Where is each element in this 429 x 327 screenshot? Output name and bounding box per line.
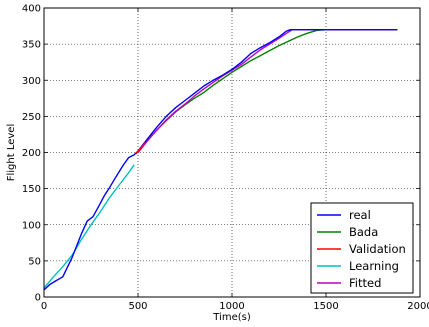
y-tick-label: 100: [22, 220, 41, 231]
y-tick-label: 400: [22, 4, 41, 15]
series-line-fitted: [137, 29, 398, 153]
legend-label-bada: Bada: [349, 225, 378, 239]
x-tick-label: 1000: [219, 301, 244, 312]
y-tick-label: 150: [22, 184, 41, 195]
legend-label-real: real: [349, 208, 371, 222]
legend-label-fitted: Fitted: [349, 276, 381, 290]
series-line-bada: [137, 29, 398, 153]
x-tick-label: 500: [128, 301, 147, 312]
x-tick-label: 0: [41, 301, 47, 312]
y-tick-label: 0: [35, 293, 41, 304]
y-axis-label: Flight Level: [6, 124, 17, 182]
series-line-real: [43, 29, 398, 291]
legend-label-validation: Validation: [349, 242, 406, 256]
series-line-learning: [43, 164, 135, 289]
x-tick-label: 1500: [313, 301, 338, 312]
x-axis-label: Time(s): [212, 312, 251, 323]
y-tick-label: 50: [28, 256, 41, 267]
legend: real Bada Validation Learning Fitted: [310, 202, 414, 294]
series-line-validation: [135, 141, 147, 155]
y-tick-label: 350: [22, 40, 41, 51]
legend-box: [310, 202, 414, 294]
y-axis-ticks: 0 50 100 150 200 250 300 350 400: [22, 4, 420, 304]
series-layer: [43, 29, 398, 291]
y-tick-label: 250: [22, 112, 41, 123]
y-tick-label: 300: [22, 76, 41, 87]
y-tick-label: 200: [22, 148, 41, 159]
legend-label-learning: Learning: [349, 259, 399, 273]
